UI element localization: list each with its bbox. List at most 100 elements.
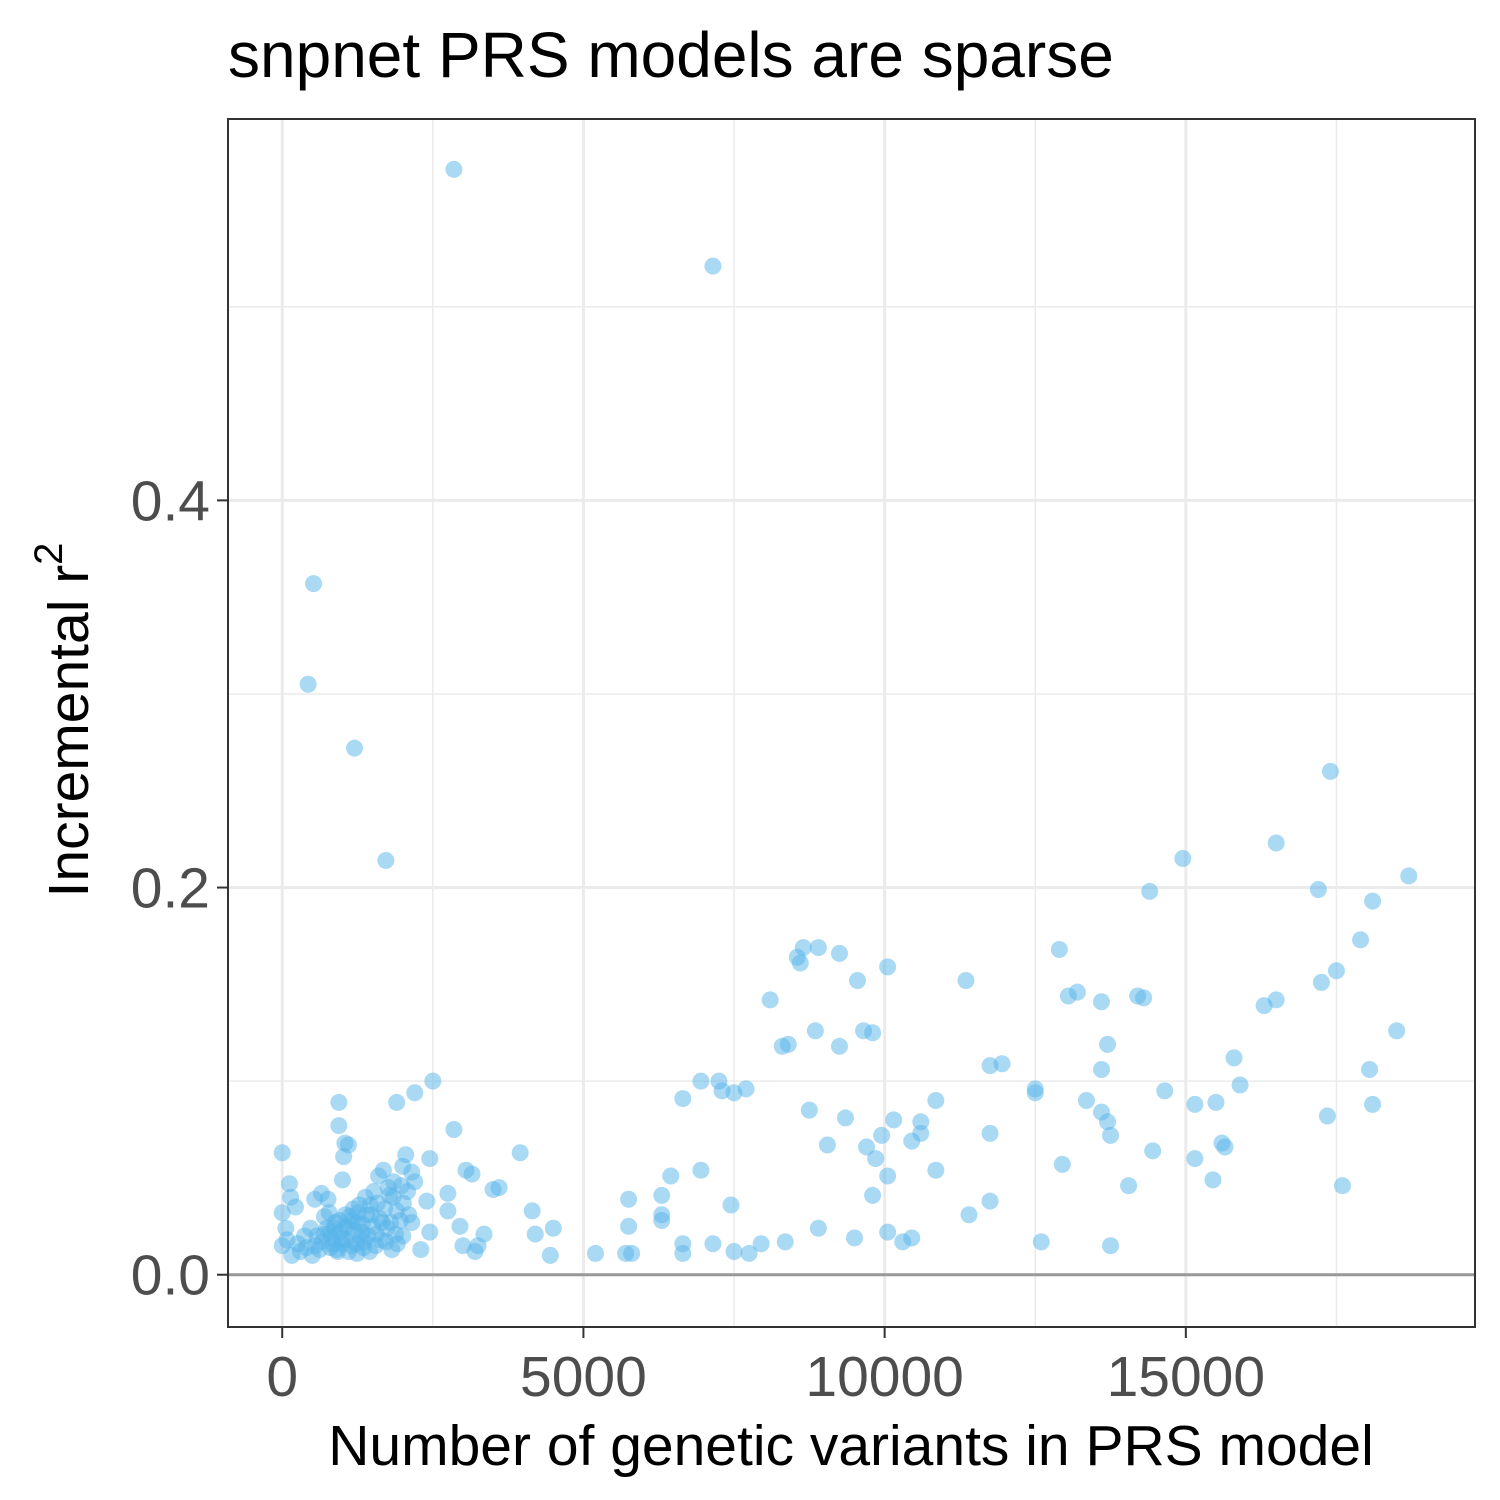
data-point [1216,1138,1234,1156]
data-point [454,1237,472,1255]
data-point [903,1132,921,1150]
y-axis-title: Incremental r2 [27,543,101,898]
data-point [305,575,323,593]
data-point [368,1194,386,1212]
data-point [1026,1084,1044,1102]
data-point [321,1239,339,1257]
data-point [1186,1150,1204,1168]
x-tick-label: 10000 [805,1345,964,1409]
data-point [315,1225,333,1243]
data-point [806,1022,824,1040]
data-point [1135,989,1153,1007]
data-point [421,1150,439,1168]
data-point [394,1157,412,1175]
data-point [1361,1061,1379,1079]
data-point [737,1080,755,1098]
data-point [586,1244,604,1262]
data-point [1099,1113,1117,1131]
x-tick-label: 0 [266,1345,298,1409]
data-point [809,1219,827,1237]
data-point [451,1217,469,1235]
data-point [662,1167,680,1185]
data-point [412,1241,430,1259]
data-point [885,1111,903,1129]
data-point [809,939,827,957]
data-points [273,160,1418,1264]
data-point [1225,1049,1243,1067]
data-point [1032,1233,1050,1251]
data-point [406,1084,424,1102]
data-point [424,1072,442,1090]
data-point [864,1024,882,1042]
x-axis-title: Number of genetic variants in PRS model [328,1414,1373,1478]
data-point [273,1204,291,1222]
data-point [526,1225,544,1243]
data-point [704,1235,722,1253]
data-point [653,1212,671,1230]
data-point [374,1161,392,1179]
data-point [623,1244,641,1262]
data-point [864,1186,882,1204]
data-point [333,1171,351,1189]
data-point [1364,892,1382,910]
data-point [1050,941,1068,958]
chart-title: snpnet PRS models are sparse [228,19,1114,91]
data-point [335,1148,353,1166]
data-point [873,1126,891,1144]
data-point [1068,983,1086,1001]
data-point [306,1190,324,1208]
data-point [541,1246,559,1264]
data-point [421,1223,439,1241]
data-point [879,1223,897,1241]
data-point [418,1192,436,1210]
data-point [439,1202,457,1220]
data-point [818,1136,836,1154]
data-point [740,1244,758,1262]
data-point [800,1101,818,1119]
data-point [373,1213,391,1231]
data-point [1207,1093,1225,1111]
data-point [903,1229,921,1247]
data-point [927,1161,945,1179]
data-point [1120,1177,1138,1195]
data-point [1267,834,1285,852]
data-point [439,1184,457,1202]
data-point [1388,1022,1406,1040]
y-tick-label: 0.0 [131,1244,210,1308]
data-point [867,1150,885,1168]
data-point [836,1109,854,1127]
data-point [286,1198,304,1216]
data-point [1231,1076,1249,1094]
data-point [960,1206,978,1224]
data-point [1102,1126,1120,1144]
data-point [1204,1171,1222,1189]
data-point [1364,1095,1382,1113]
data-point [879,1167,897,1185]
data-point [380,1186,398,1204]
data-point [791,954,809,972]
data-point [544,1219,562,1237]
data-point [830,944,848,962]
data-point [1318,1107,1336,1125]
data-point [330,1117,348,1135]
data-point [1077,1092,1095,1109]
data-point [981,1124,999,1142]
data-point [1255,997,1273,1015]
data-point [338,1219,356,1237]
data-point [273,1144,291,1162]
data-point [377,1233,395,1251]
x-axis-ticks: 0 5000 10000 15000 [266,1327,1265,1409]
data-point [1053,1155,1071,1173]
data-point [674,1244,692,1262]
data-point [511,1144,529,1162]
data-point [306,1237,324,1255]
data-point [912,1113,930,1131]
data-point [346,739,364,757]
data-point [388,1093,406,1111]
data-point [981,1192,999,1210]
data-point [457,1161,475,1179]
data-point [1312,973,1330,991]
data-point [445,1121,463,1139]
data-point [620,1217,638,1235]
data-point [927,1092,945,1109]
